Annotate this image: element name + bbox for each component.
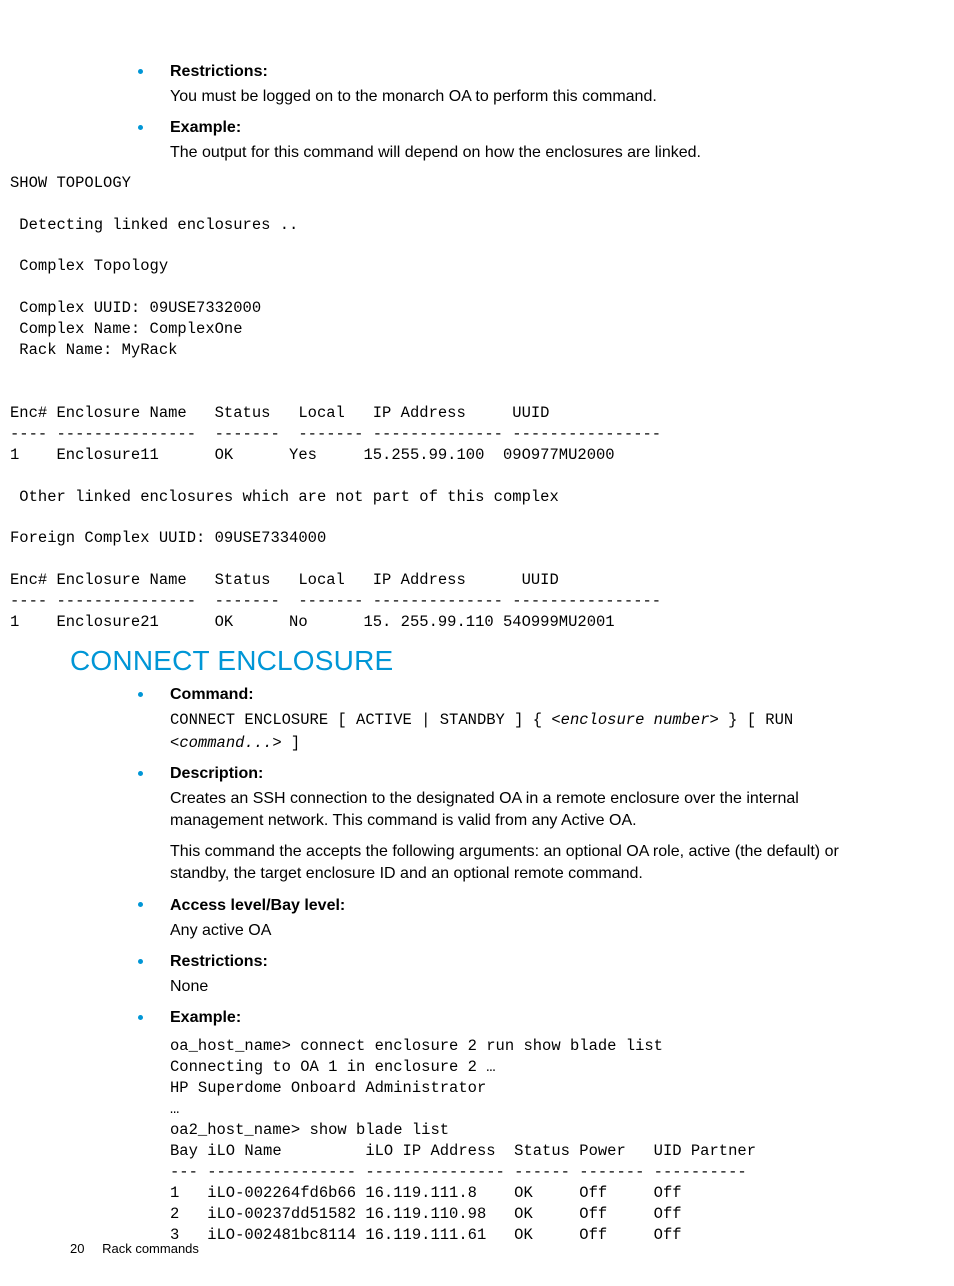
document-page: Restrictions: You must be logged on to t… <box>0 0 954 1286</box>
cmd-param: enclosure number <box>561 711 710 729</box>
section-heading: CONNECT ENCLOSURE <box>70 645 884 677</box>
item-label: Description: <box>170 762 884 786</box>
item-body: You must be logged on to the monarch OA … <box>170 86 884 108</box>
list-item: Restrictions: None <box>130 950 884 998</box>
item-body: Any active OA <box>170 920 884 942</box>
item-list-1: Restrictions: You must be logged on to t… <box>130 60 884 165</box>
cmd-part: > ] <box>272 734 300 752</box>
list-item: Example: The output for this command wil… <box>130 116 884 164</box>
list-item: Description: Creates an SSH connection t… <box>130 762 884 886</box>
cmd-param: command... <box>179 734 272 752</box>
item-label: Example: <box>170 1006 884 1030</box>
page-footer: 20 Rack commands <box>70 1241 199 1256</box>
item-label: Access level/Bay level: <box>170 894 884 918</box>
code-block-topology: SHOW TOPOLOGY Detecting linked enclosure… <box>10 173 884 633</box>
item-label: Restrictions: <box>170 950 884 974</box>
list-item: Example: oa_host_name> connect enclosure… <box>130 1006 884 1245</box>
item-list-2: Command: CONNECT ENCLOSURE [ ACTIVE | ST… <box>130 683 884 1246</box>
code-block-connect: oa_host_name> connect enclosure 2 run sh… <box>170 1036 884 1245</box>
list-item: Access level/Bay level: Any active OA <box>130 894 884 942</box>
list-item: Restrictions: You must be logged on to t… <box>130 60 884 108</box>
item-body: This command the accepts the following a… <box>170 841 884 886</box>
item-body: None <box>170 976 884 998</box>
command-syntax: CONNECT ENCLOSURE [ ACTIVE | STANDBY ] {… <box>170 709 884 754</box>
item-label: Example: <box>170 116 884 140</box>
footer-title: Rack commands <box>102 1241 199 1256</box>
page-number: 20 <box>70 1241 84 1256</box>
item-body: The output for this command will depend … <box>170 142 884 164</box>
cmd-part: CONNECT ENCLOSURE [ ACTIVE | STANDBY ] {… <box>170 711 561 729</box>
item-label: Restrictions: <box>170 60 884 84</box>
item-label: Command: <box>170 683 884 707</box>
list-item: Command: CONNECT ENCLOSURE [ ACTIVE | ST… <box>130 683 884 754</box>
item-body: Creates an SSH connection to the designa… <box>170 788 884 833</box>
